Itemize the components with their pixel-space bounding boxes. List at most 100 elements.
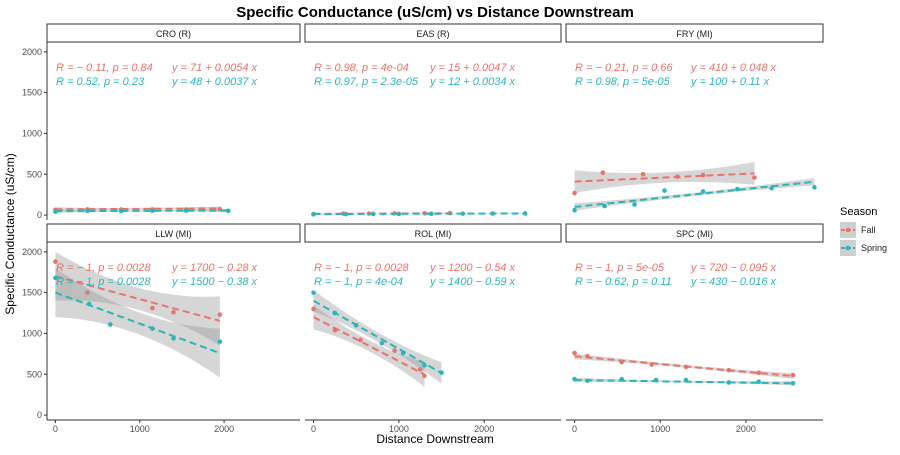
panel-strip-label: ROL (MI) <box>415 229 452 239</box>
fall-data-point <box>640 171 646 177</box>
fall-data-point <box>683 364 689 370</box>
fall-data-point <box>585 354 590 359</box>
spring-regression-line <box>313 212 526 216</box>
spring-regression-equation: y = 12 + 0.0034 x <box>429 76 516 88</box>
fall-data-point <box>752 175 757 180</box>
fall-data-point <box>619 359 624 365</box>
spring-regression-line <box>55 209 229 213</box>
spring-correlation-stat: R = 0.52, p = 0.23 <box>56 76 145 88</box>
spring-confidence-band <box>55 268 220 378</box>
panel-strip <box>304 223 562 243</box>
spring-data-point <box>53 275 58 281</box>
fall-confidence-band <box>55 251 220 346</box>
spring-correlation-stat: R = 0.98, p = 5e-05 <box>575 76 671 88</box>
spring-data-point <box>735 186 740 192</box>
y-tick-label: 500 <box>27 169 42 179</box>
y-tick-label: 1500 <box>22 88 42 98</box>
fall-regression-equation: y = 1700 − 0.28 x <box>171 262 258 274</box>
spring-data-point <box>53 209 58 214</box>
spring-data-point <box>662 188 667 193</box>
spring-data-point <box>422 362 427 368</box>
spring-data-point <box>632 202 637 207</box>
fall-regression-line <box>574 172 755 183</box>
fall-correlation-stat: R = 0.98, p = 4e-04 <box>314 62 409 74</box>
panel-strip <box>46 23 301 43</box>
spring-data-point <box>217 339 223 344</box>
panel-fry: FRY (MI) R = − 0.21, p = 0.66 y = 410 + 0.… <box>565 23 824 213</box>
spring-data-point <box>226 208 231 214</box>
fall-data-point <box>311 306 316 312</box>
fall-correlation-stat: R = − 1, p = 0.0028 <box>314 262 409 274</box>
x-tick-label: 0 <box>53 424 58 434</box>
panel-strip <box>46 223 301 243</box>
y-tick-label: 0 <box>37 210 42 220</box>
fall-regression-line <box>55 207 220 211</box>
panel-strip-label: EAS (R) <box>416 29 449 39</box>
panel-strip-label: FRY (MI) <box>676 29 712 39</box>
spring-data-point <box>683 377 689 383</box>
x-tick-label: 2000 <box>736 424 756 434</box>
spring-regression-equation: y = 100 + 0.11 x <box>690 76 770 88</box>
legend-entry-spring: Spring <box>840 240 887 256</box>
spring-data-point <box>619 376 624 382</box>
panel-strip-label: SPC (MI) <box>676 229 713 239</box>
spring-data-point <box>812 185 817 190</box>
x-axis-label: Distance Downstream <box>376 432 493 446</box>
spring-data-point <box>428 211 434 217</box>
spring-data-point <box>171 336 176 341</box>
legend-entries: Fall Spring <box>840 222 887 256</box>
fall-regression-equation: y = 71 + 0.0054 x <box>171 62 258 74</box>
spring-data-point <box>150 208 155 213</box>
x-tick-label: 1000 <box>650 424 670 434</box>
spring-data-point <box>311 211 316 217</box>
fall-data-point <box>392 348 397 353</box>
fall-correlation-stat: R = − 1, p = 5e-05 <box>575 262 665 274</box>
legend-label: Spring <box>861 243 887 253</box>
x-tick-label: 2000 <box>214 424 234 434</box>
panel-strip-label: CRO (R) <box>156 29 191 39</box>
spring-correlation-stat: R = − 0.62, p = 0.11 <box>575 276 672 288</box>
chart-title: Specific Conductance (uS/cm) vs Distance… <box>236 4 634 21</box>
spring-regression-equation: y = 430 − 0.016 x <box>690 276 777 288</box>
fall-data-point <box>726 367 732 373</box>
fall-regression-equation: y = 15 + 0.0047 x <box>429 62 516 74</box>
fall-data-point <box>422 373 427 379</box>
panel-cro: CRO (R) 0 500 1000 1500 2000 R = − 0.11, p = 0… <box>22 23 301 220</box>
fall-data-point <box>700 172 706 178</box>
spring-data-point <box>183 208 189 213</box>
x-tick-label: 2000 <box>474 424 494 434</box>
spring-data-point <box>726 380 732 385</box>
spring-data-point <box>756 379 762 384</box>
x-tick-label: 0 <box>311 424 316 434</box>
y-axis-label: Specific Conductance (uS/cm) <box>3 153 17 314</box>
spring-data-point <box>86 301 92 307</box>
y-tick-label: 1000 <box>22 328 42 338</box>
y-tick-label: 500 <box>27 369 42 379</box>
fall-data-point <box>756 370 762 375</box>
fall-correlation-stat: R = − 1, p = 0.0028 <box>56 262 151 274</box>
spring-data-point <box>602 203 607 209</box>
spring-data-point <box>572 376 577 382</box>
fall-data-point <box>53 259 58 264</box>
fall-data-point <box>790 372 796 378</box>
spring-data-point <box>370 211 376 217</box>
spring-correlation-stat: R = 0.97, p = 2.3e-05 <box>314 76 419 88</box>
fall-data-point <box>572 350 577 356</box>
y-tick-label: 0 <box>37 410 42 420</box>
fall-regression-line <box>55 275 221 322</box>
panel-llw: LLW (MI) 0 500 1000 1500 2000 0 1000 2000 R = − 1… <box>22 223 301 434</box>
spring-regression-line <box>55 291 221 355</box>
fall-data-point <box>358 337 363 343</box>
panel-rol: ROL (MI) 0 1000 2000 R = − 1, p = 0.0028 y = … <box>304 223 562 434</box>
spring-regression-equation: y = 1500 − 0.38 x <box>171 276 258 288</box>
spring-correlation-stat: R = − 1, p = 4e-04 <box>314 276 403 288</box>
spring-data-point <box>653 377 659 383</box>
fall-confidence-band <box>313 304 425 387</box>
spring-data-point <box>439 370 444 375</box>
spring-data-point <box>118 208 124 214</box>
panels-layer: CRO (R) 0 500 1000 1500 2000 R = − 0.11, p = 0… <box>22 23 824 434</box>
fall-data-point <box>217 312 223 317</box>
fall-data-point <box>171 309 176 315</box>
spring-regression-line <box>574 378 794 385</box>
y-tick-label: 2000 <box>22 247 42 257</box>
